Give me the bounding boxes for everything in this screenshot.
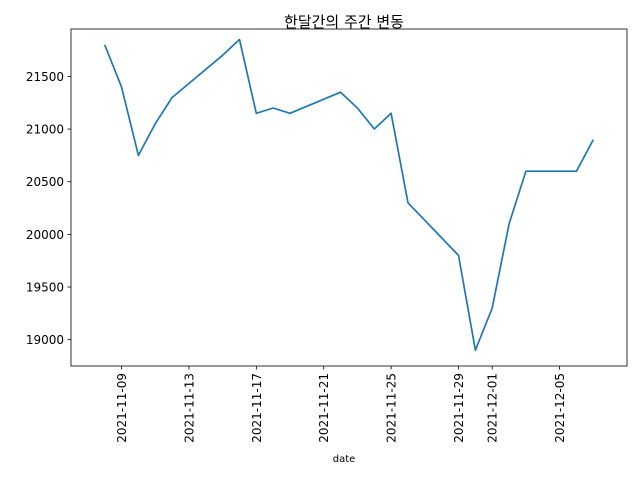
data-point (490, 306, 494, 310)
data-points (103, 38, 596, 353)
x-tick-label: 2021-11-25 (385, 373, 399, 443)
data-point (170, 96, 174, 100)
y-tick-label: 21500 (26, 70, 64, 84)
data-point (153, 122, 157, 126)
data-point (355, 106, 359, 110)
data-point (254, 111, 258, 115)
plot-area-frame (70, 28, 628, 367)
y-tick-label: 20500 (26, 175, 64, 189)
data-point (372, 127, 376, 131)
y-tick-label: 21000 (26, 123, 64, 137)
x-tick-label: 2021-11-13 (182, 373, 196, 443)
x-axis-label: date (333, 454, 356, 465)
data-point (507, 222, 511, 226)
data-point (591, 138, 595, 142)
x-tick-label: 2021-11-29 (452, 373, 466, 443)
data-point (288, 111, 292, 115)
x-tick-label: 2021-12-05 (553, 373, 567, 443)
x-tick-label: 2021-12-01 (486, 373, 500, 443)
x-axis: 2021-11-09 2021-11-13 2021-11-17 2021-11-21… (115, 366, 567, 443)
data-point (524, 169, 528, 173)
x-tick-label: 2021-11-09 (115, 373, 129, 443)
data-point (271, 106, 275, 110)
data-point (406, 201, 410, 205)
data-point (473, 348, 477, 352)
y-tick-label: 20000 (26, 228, 64, 242)
y-tick-label: 19500 (26, 281, 64, 295)
x-tick-label: 2021-11-21 (317, 373, 331, 443)
data-point (221, 53, 225, 57)
data-point (457, 253, 461, 257)
y-tick-label: 19000 (26, 333, 64, 347)
data-point (238, 38, 242, 42)
data-point (136, 153, 140, 157)
data-point (339, 90, 343, 94)
data-point (389, 111, 393, 115)
x-tick-label: 2021-11-17 (250, 373, 264, 443)
y-axis: 19000 19500 20000 20500 21000 21500 (26, 70, 71, 347)
chart-title: 한달간의 주간 변동 (284, 13, 404, 31)
data-point (575, 169, 579, 173)
data-point (103, 43, 107, 47)
data-point (120, 85, 124, 89)
series-line (103, 38, 595, 352)
